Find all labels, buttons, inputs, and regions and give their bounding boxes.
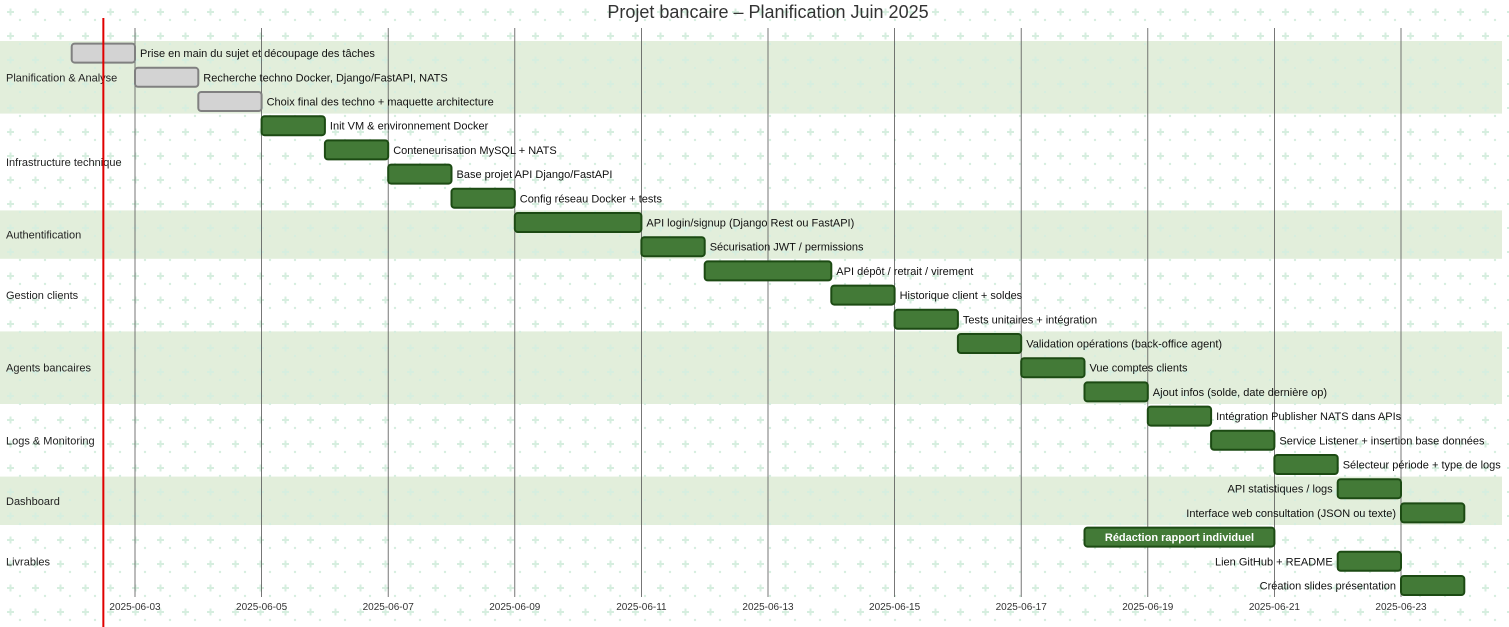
task-bar bbox=[893, 308, 959, 330]
x-tick-label: 2025-06-13 bbox=[742, 602, 794, 613]
x-tick-label: 2025-06-11 bbox=[616, 602, 667, 613]
task-label: Tests unitaires + intégration bbox=[963, 314, 1097, 326]
task-bar bbox=[703, 260, 833, 282]
task-label: API login/signup (Django Rest ou FastAPI… bbox=[646, 218, 854, 230]
x-tick-label: 2025-06-07 bbox=[363, 602, 415, 613]
task-bar bbox=[830, 284, 896, 306]
task-label: API statistiques / logs bbox=[1228, 484, 1334, 496]
task-bar bbox=[134, 66, 200, 88]
section-label: Planification & Analyse bbox=[6, 72, 117, 84]
task-label: Service Listener + insertion base donnée… bbox=[1279, 435, 1485, 447]
x-tick-label: 2025-06-19 bbox=[1122, 602, 1174, 613]
task-label: Sécurisation JWT / permissions bbox=[710, 242, 864, 254]
task-bar bbox=[513, 212, 643, 233]
task-label: Intégration Publisher NATS dans APIs bbox=[1216, 411, 1402, 423]
task-label: Init VM & environnement Docker bbox=[330, 121, 489, 133]
section-label: Gestion clients bbox=[6, 290, 79, 302]
chart-title: Projet bancaire – Planification Juin 202… bbox=[607, 2, 928, 22]
task-label: Création slides présentation bbox=[1260, 581, 1396, 593]
section-label: Agents bancaires bbox=[6, 363, 91, 375]
x-tick-label: 2025-06-09 bbox=[489, 602, 541, 613]
task-label: Lien GitHub + README bbox=[1215, 556, 1333, 568]
task-label: Conteneurisation MySQL + NATS bbox=[393, 145, 557, 157]
section-label: Infrastructure technique bbox=[6, 157, 122, 169]
task-label: Rédaction rapport individuel bbox=[1105, 532, 1254, 544]
task-bar bbox=[387, 163, 453, 185]
task-label: Ajout infos (solde, date dernière op) bbox=[1153, 387, 1327, 399]
task-label: Choix final des techno + maquette archit… bbox=[267, 97, 494, 109]
task-label: Historique client + soldes bbox=[900, 290, 1023, 302]
task-bar bbox=[197, 91, 263, 112]
task-bar bbox=[323, 139, 390, 161]
x-tick-label: 2025-06-03 bbox=[109, 602, 161, 613]
task-bar bbox=[1336, 550, 1402, 572]
task-bar bbox=[1210, 429, 1276, 451]
task-label: Interface web consultation (JSON ou text… bbox=[1186, 508, 1396, 520]
task-bar bbox=[1400, 502, 1466, 524]
task-label: API dépôt / retrait / virement bbox=[836, 266, 973, 278]
x-tick-label: 2025-06-17 bbox=[996, 602, 1048, 613]
task-labels: Prise en main du sujet et découpage des … bbox=[140, 48, 1501, 592]
task-label: Sélecteur période + type de logs bbox=[1343, 460, 1502, 472]
task-bar bbox=[1146, 405, 1213, 427]
task-bar bbox=[1400, 575, 1466, 596]
task-label: Prise en main du sujet et découpage des … bbox=[140, 48, 375, 60]
task-bar bbox=[956, 333, 1023, 354]
task-bar bbox=[450, 187, 516, 209]
section-labels: Planification & Analyse Infrastructure te… bbox=[6, 72, 122, 568]
task-label: Config réseau Docker + tests bbox=[520, 193, 663, 205]
task-label: Recherche techno Docker, Django/FastAPI,… bbox=[203, 72, 447, 84]
task-label: Vue comptes clients bbox=[1090, 363, 1189, 375]
task-bar bbox=[1336, 478, 1402, 500]
task-label: Validation opérations (back-office agent… bbox=[1026, 339, 1222, 351]
task-bar bbox=[640, 236, 706, 258]
task-bar bbox=[1083, 526, 1276, 548]
x-tick-label: 2025-06-23 bbox=[1375, 602, 1427, 613]
section-label: Livrables bbox=[6, 556, 51, 568]
x-tick-label: 2025-06-15 bbox=[869, 602, 921, 613]
task-bar bbox=[260, 115, 326, 137]
task-bar bbox=[1083, 381, 1149, 403]
x-axis-ticks: 2025-06-03 2025-06-05 2025-06-07 2025-06-09… bbox=[109, 602, 1427, 613]
task-bars bbox=[70, 42, 1466, 596]
section-label: Logs & Monitoring bbox=[6, 435, 95, 447]
task-label: Base projet API Django/FastAPI bbox=[457, 169, 613, 181]
x-tick-label: 2025-06-05 bbox=[236, 602, 288, 613]
section-label: Dashboard bbox=[6, 496, 60, 508]
task-bar bbox=[1273, 454, 1339, 475]
section-label: Authentification bbox=[6, 230, 81, 242]
task-bar bbox=[1020, 357, 1086, 379]
x-tick-label: 2025-06-21 bbox=[1249, 602, 1301, 613]
